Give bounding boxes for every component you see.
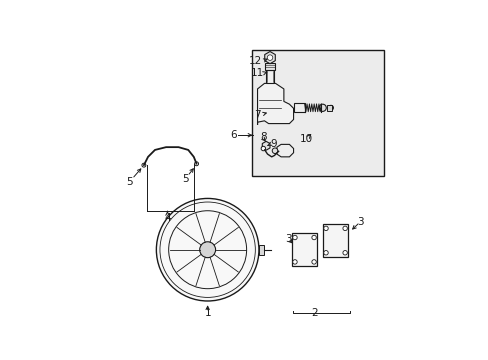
Circle shape <box>272 148 277 153</box>
Bar <box>251 50 383 176</box>
Circle shape <box>319 104 325 111</box>
Circle shape <box>261 146 265 151</box>
Bar <box>259 245 264 255</box>
Text: 7: 7 <box>254 110 261 120</box>
Text: 3: 3 <box>356 217 363 227</box>
Bar <box>265 69 274 84</box>
Circle shape <box>311 235 316 240</box>
Text: 1: 1 <box>204 308 210 318</box>
Circle shape <box>342 226 346 231</box>
Circle shape <box>267 55 272 60</box>
Polygon shape <box>257 84 293 125</box>
Polygon shape <box>276 144 293 157</box>
Circle shape <box>328 105 333 110</box>
Text: 5: 5 <box>125 177 132 187</box>
Text: 6: 6 <box>230 130 237 140</box>
Bar <box>322 224 348 257</box>
Text: 4: 4 <box>164 213 170 223</box>
Circle shape <box>323 226 327 231</box>
Text: 12: 12 <box>249 56 262 66</box>
Bar <box>326 105 332 111</box>
Circle shape <box>292 260 297 264</box>
Text: 8: 8 <box>259 132 266 143</box>
Bar <box>291 233 317 266</box>
Circle shape <box>292 235 297 240</box>
Text: 2: 2 <box>310 308 317 318</box>
Text: 3: 3 <box>284 234 291 244</box>
Bar <box>293 103 304 112</box>
Circle shape <box>199 242 215 258</box>
Circle shape <box>156 198 259 301</box>
Circle shape <box>323 251 327 255</box>
Text: 9: 9 <box>270 139 277 149</box>
Circle shape <box>342 251 346 255</box>
Text: 11: 11 <box>250 68 263 78</box>
Text: 10: 10 <box>299 134 312 144</box>
Text: 5: 5 <box>182 174 188 184</box>
Circle shape <box>311 260 316 264</box>
Bar <box>264 63 274 69</box>
